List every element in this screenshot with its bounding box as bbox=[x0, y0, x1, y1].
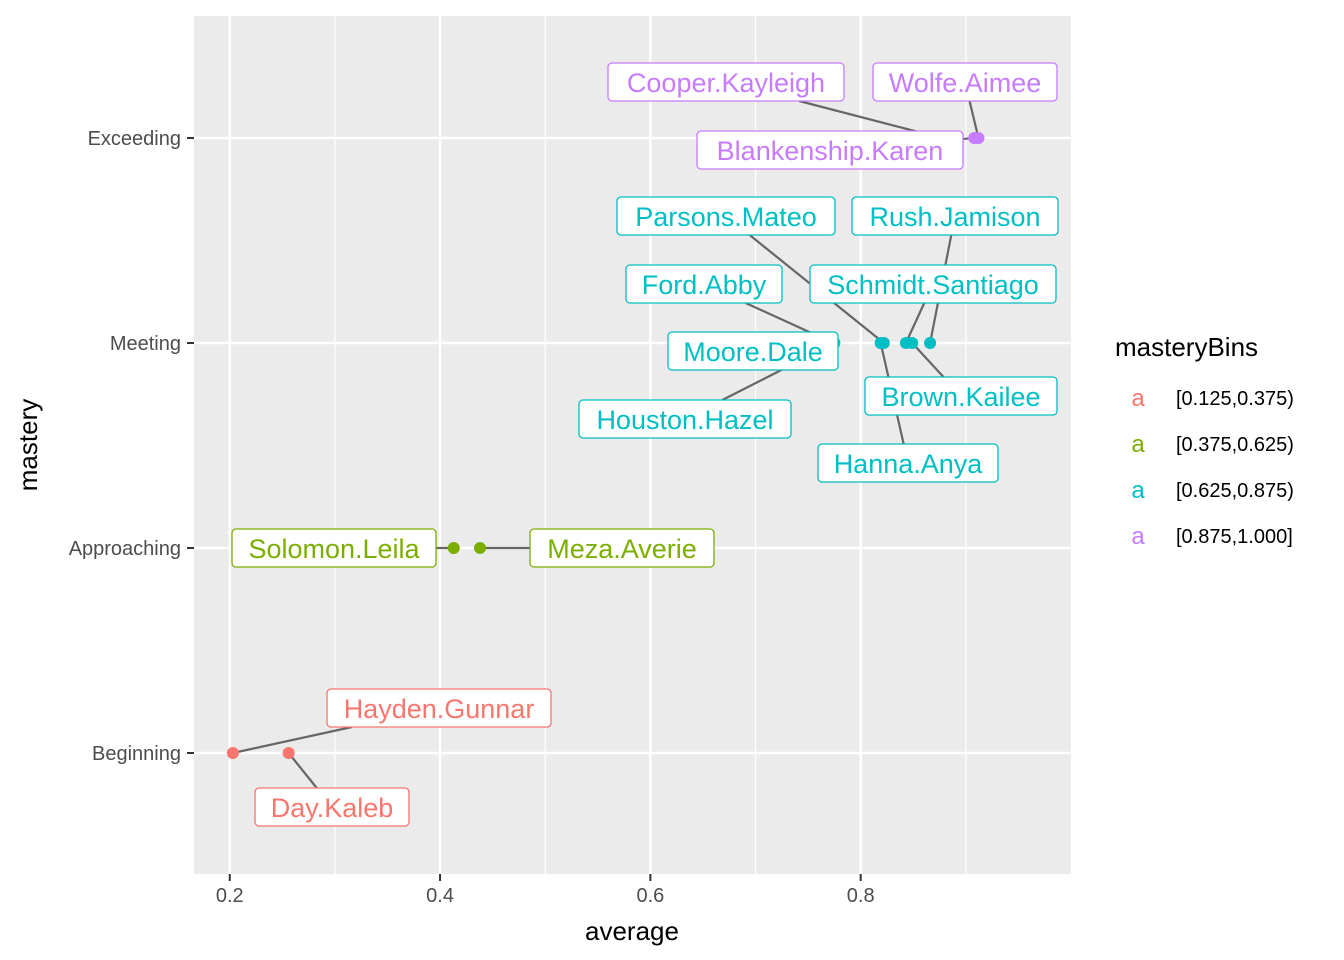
label-text: Hayden.Gunnar bbox=[344, 694, 535, 724]
label-box bbox=[254, 787, 410, 827]
label-box bbox=[851, 196, 1059, 236]
x-tick-label: 0.4 bbox=[426, 885, 454, 907]
legend-key: a bbox=[1131, 523, 1145, 550]
point-label: Blankenship.Karen bbox=[696, 130, 964, 170]
label-text: Solomon.Leila bbox=[248, 534, 420, 564]
label-box bbox=[809, 264, 1057, 304]
point-label: Schmidt.Santiago bbox=[809, 264, 1057, 304]
legend-key: a bbox=[1131, 385, 1145, 412]
label-box bbox=[667, 331, 839, 371]
label-text: Day.Kaleb bbox=[271, 793, 394, 823]
point-label: Meza.Averie bbox=[529, 528, 715, 568]
legend-label: [0.625,0.875) bbox=[1176, 480, 1294, 502]
label-text: Hanna.Anya bbox=[834, 449, 984, 479]
label-box bbox=[625, 264, 783, 304]
legend-label: [0.375,0.625) bbox=[1176, 434, 1294, 456]
y-tick-label: Exceeding bbox=[88, 128, 181, 150]
x-axis-title: average bbox=[585, 916, 679, 946]
point-label: Houston.Hazel bbox=[578, 399, 792, 439]
y-tick-label: Meeting bbox=[110, 333, 181, 355]
data-point bbox=[972, 132, 985, 144]
label-box bbox=[872, 62, 1058, 102]
label-box bbox=[529, 528, 715, 568]
label-text: Houston.Hazel bbox=[596, 405, 773, 435]
label-text: Schmidt.Santiago bbox=[827, 270, 1039, 300]
label-box bbox=[578, 399, 792, 439]
label-box bbox=[696, 130, 964, 170]
y-tick-label: Beginning bbox=[92, 743, 181, 765]
point-labels: Hayden.Gunnar Day.Kaleb Solomon.Leila Meza.… bbox=[231, 62, 1059, 827]
x-axis: 0.2 0.4 0.6 0.8 bbox=[216, 874, 875, 907]
label-box bbox=[616, 196, 836, 236]
y-axis: Beginning Approaching Meeting Exceeding bbox=[69, 128, 194, 765]
point-label: Rush.Jamison bbox=[851, 196, 1059, 236]
label-text: Blankenship.Karen bbox=[717, 136, 944, 166]
label-text: Moore.Dale bbox=[683, 337, 823, 367]
label-box bbox=[817, 443, 999, 483]
legend-label: [0.875,1.000] bbox=[1176, 526, 1293, 548]
point-label: Hayden.Gunnar bbox=[326, 688, 552, 728]
data-point bbox=[447, 542, 460, 554]
point-label: Day.Kaleb bbox=[254, 787, 410, 827]
data-point bbox=[906, 337, 919, 349]
data-point bbox=[877, 337, 890, 349]
point-label: Solomon.Leila bbox=[231, 528, 437, 568]
label-text: Cooper.Kayleigh bbox=[627, 68, 825, 98]
point-label: Cooper.Kayleigh bbox=[607, 62, 845, 102]
point-label: Parsons.Mateo bbox=[616, 196, 836, 236]
leader-line bbox=[232, 725, 353, 755]
label-box bbox=[326, 688, 552, 728]
label-box bbox=[231, 528, 437, 568]
data-point bbox=[226, 747, 239, 759]
leader-line bbox=[287, 752, 318, 789]
y-tick-label: Approaching bbox=[69, 538, 181, 560]
leader-line bbox=[911, 342, 945, 378]
legend-title: masteryBins bbox=[1115, 332, 1258, 362]
label-box bbox=[607, 62, 845, 102]
legend-key: a bbox=[1131, 431, 1145, 458]
label-text: Parsons.Mateo bbox=[635, 202, 817, 232]
leader-line bbox=[904, 302, 926, 344]
label-box bbox=[864, 376, 1058, 416]
point-label: Hanna.Anya bbox=[817, 443, 999, 483]
point-label: Wolfe.Aimee bbox=[872, 62, 1058, 102]
legend-label: [0.125,0.375) bbox=[1176, 388, 1294, 410]
point-label: Brown.Kailee bbox=[864, 376, 1058, 416]
label-text: Meza.Averie bbox=[547, 534, 697, 564]
legend: masteryBins a [0.125,0.375) a [0.375,0.625)… bbox=[1115, 332, 1294, 550]
point-label: Ford.Abby bbox=[625, 264, 783, 304]
legend-key: a bbox=[1131, 477, 1145, 504]
y-axis-title: mastery bbox=[13, 399, 43, 491]
data-point bbox=[924, 337, 937, 349]
label-text: Wolfe.Aimee bbox=[889, 68, 1042, 98]
point-label: Moore.Dale bbox=[667, 331, 839, 371]
data-point bbox=[282, 747, 295, 759]
x-tick-label: 0.6 bbox=[636, 885, 664, 907]
leader-line bbox=[968, 100, 980, 139]
label-text: Rush.Jamison bbox=[869, 202, 1040, 232]
label-text: Brown.Kailee bbox=[881, 382, 1040, 412]
x-tick-label: 0.2 bbox=[216, 885, 244, 907]
data-point bbox=[474, 542, 487, 554]
x-tick-label: 0.8 bbox=[847, 885, 875, 907]
label-text: Ford.Abby bbox=[642, 270, 767, 300]
